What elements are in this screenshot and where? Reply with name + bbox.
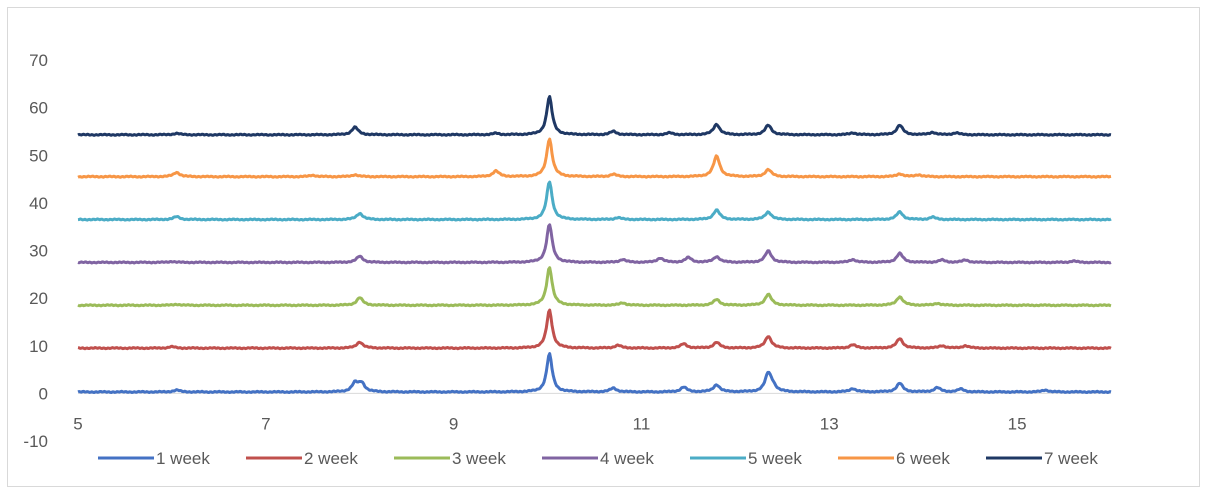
legend-label-2: 2 week [304, 449, 358, 468]
x-tick-label: 7 [261, 414, 270, 433]
series-lines [77, 95, 1112, 394]
series-line-5 [77, 180, 1112, 222]
legend-label-6: 6 week [896, 449, 950, 468]
series-line-6 [77, 137, 1112, 179]
series-line-1 [77, 352, 1112, 394]
chart-svg: -10 0 10 20 30 40 50 60 70 5 7 9 11 13 15 1 week 2 wee… [23, 51, 1112, 468]
y-tick-label: 10 [29, 337, 48, 356]
y-tick-label: 40 [29, 194, 48, 213]
y-tick-label: 30 [29, 242, 48, 261]
chart-area: -10 0 10 20 30 40 50 60 70 5 7 9 11 13 15 1 week 2 wee… [7, 7, 1200, 487]
y-tick-label: 20 [29, 289, 48, 308]
series-line-7 [77, 95, 1112, 137]
y-axis-tick-labels: -10 0 10 20 30 40 50 60 70 [23, 51, 48, 451]
legend-label-5: 5 week [748, 449, 802, 468]
y-tick-label: -10 [23, 432, 48, 451]
x-tick-label: 5 [73, 414, 82, 433]
x-axis-tick-labels: 5 7 9 11 13 15 [73, 414, 1026, 433]
legend-label-7: 7 week [1044, 449, 1098, 468]
x-tick-label: 9 [449, 414, 458, 433]
x-tick-label: 15 [1008, 414, 1027, 433]
x-tick-label: 13 [820, 414, 839, 433]
x-tick-label: 11 [633, 414, 651, 433]
legend-label-1: 1 week [156, 449, 210, 468]
legend-label-4: 4 week [600, 449, 654, 468]
series-line-2 [77, 308, 1112, 351]
series-line-3 [77, 266, 1112, 308]
y-tick-label: 50 [29, 146, 48, 165]
series-line-4 [77, 223, 1112, 265]
y-tick-label: 70 [29, 51, 48, 70]
legend-label-3: 3 week [452, 449, 506, 468]
y-tick-label: 0 [39, 384, 48, 403]
y-tick-label: 60 [29, 99, 48, 118]
legend: 1 week 2 week 3 week 4 week 5 week 6 week 7 we… [98, 449, 1098, 468]
